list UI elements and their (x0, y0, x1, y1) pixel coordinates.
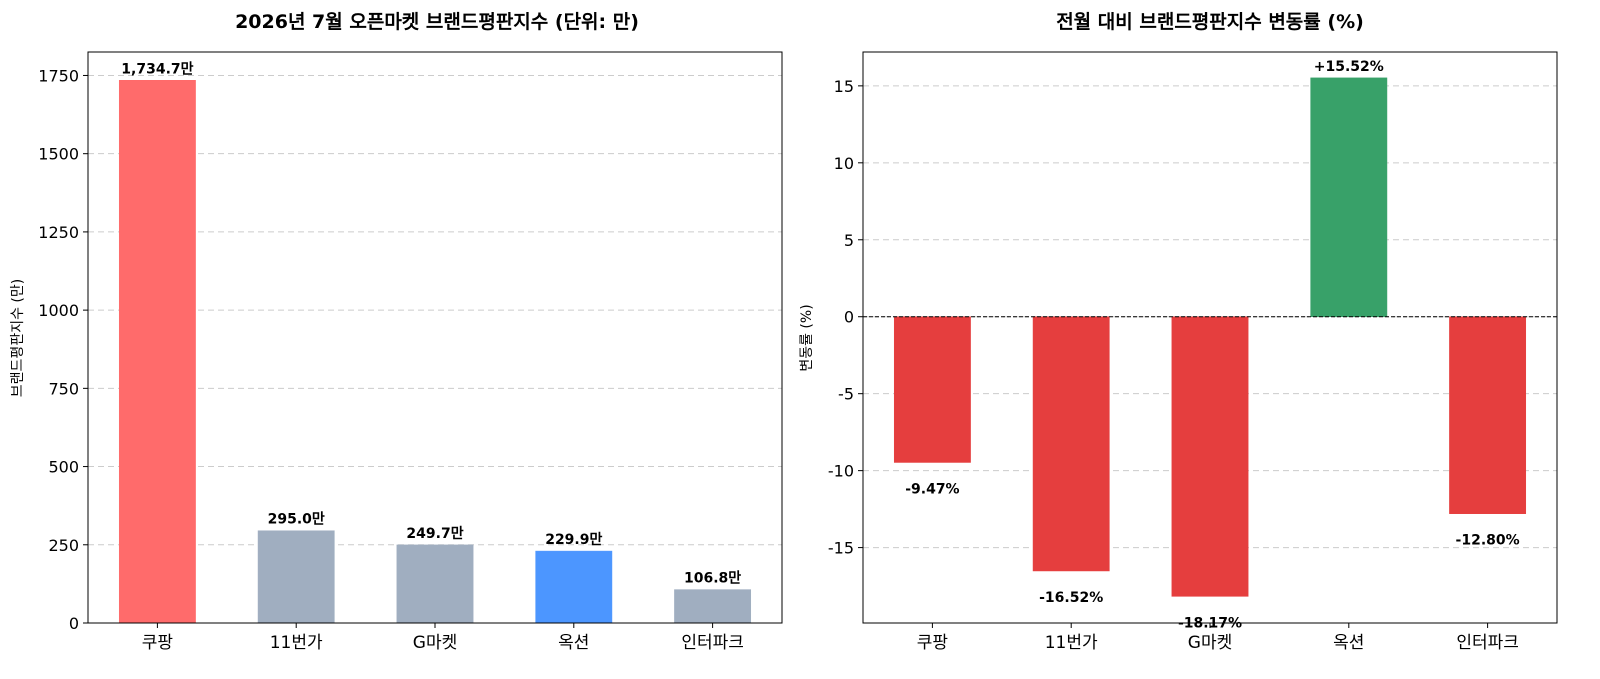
y-tick-label: 1500 (38, 145, 79, 164)
y-tick-label: -5 (838, 385, 854, 404)
bar-g마켓 (1171, 316, 1249, 597)
bar-옥션 (535, 550, 613, 624)
x-axis: 쿠팡 11번가 G마켓 옥션 인터파크 (142, 623, 744, 653)
bar-쿠팡 (118, 80, 196, 624)
data-label: -9.47% (905, 481, 959, 497)
data-label: 1,734.7만 (121, 61, 193, 77)
y-tick-label: 1750 (38, 66, 79, 85)
bar-11번가 (257, 530, 335, 624)
x-tick-label: 인터파크 (1456, 633, 1519, 653)
bar-인터파크 (1449, 316, 1527, 514)
data-label: -12.80% (1456, 533, 1520, 549)
value-labels: 1,734.7만 295.0만 249.7만 229.9만 106.8만 (121, 61, 741, 586)
y-tick-label: 750 (48, 379, 79, 398)
y-axis: 0 250 500 750 1000 1250 1500 1750 (38, 66, 88, 633)
data-label: 229.9만 (545, 532, 602, 548)
data-label: -16.52% (1039, 590, 1103, 606)
x-tick-label: 11번가 (1045, 633, 1098, 653)
y-tick-label: 1250 (38, 223, 79, 242)
y-axis-label: 변동률 (%) (799, 304, 815, 371)
x-tick-label: 옥션 (1333, 633, 1364, 653)
x-tick-label: 쿠팡 (917, 633, 949, 653)
y-tick-label: 0 (844, 308, 854, 327)
y-tick-label: 15 (834, 77, 854, 96)
x-tick-label: 11번가 (270, 633, 323, 653)
change-rate-chart: 전월 대비 브랜드평판지수 변동률 (%) -9.47%-16.52%-18.1… (799, 11, 1558, 653)
bar-g마켓 (396, 544, 474, 624)
y-tick-label: 0 (69, 614, 79, 633)
y-tick-label: -15 (828, 539, 854, 558)
y-tick-label: 250 (48, 536, 79, 555)
x-tick-label: 쿠팡 (142, 633, 174, 653)
x-tick-label: 옥션 (558, 633, 589, 653)
y-tick-label: 500 (48, 458, 79, 477)
chart-title: 전월 대비 브랜드평판지수 변동률 (%) (1056, 11, 1364, 33)
brand-index-chart: 2026년 7월 오픈마켓 브랜드평판지수 (단위: 만) 1,734.7만 29… (10, 11, 783, 653)
bar-인터파크 (674, 589, 752, 624)
bar-쿠팡 (893, 316, 971, 463)
bar-11번가 (1032, 316, 1110, 572)
y-tick-label: 10 (834, 154, 854, 173)
x-tick-label: G마켓 (1188, 633, 1232, 653)
y-axis-label: 브랜드평판지수 (만) (10, 279, 26, 397)
y-tick-label: -10 (828, 462, 854, 481)
data-label: +15.52% (1314, 59, 1384, 75)
x-axis: 쿠팡 11번가 G마켓 옥션 인터파크 (917, 623, 1519, 653)
data-label: 295.0만 (268, 512, 325, 528)
data-label: 106.8만 (684, 571, 741, 587)
chart-title: 2026년 7월 오픈마켓 브랜드평판지수 (단위: 만) (235, 11, 639, 33)
y-tick-label: 1000 (38, 301, 79, 320)
bars (893, 77, 1527, 597)
x-tick-label: G마켓 (413, 633, 457, 653)
y-axis: -15 -10 -5 0 5 10 15 (828, 77, 863, 558)
bar-옥션 (1310, 77, 1388, 317)
data-label: 249.7만 (406, 526, 463, 542)
y-tick-label: 5 (844, 231, 854, 250)
x-tick-label: 인터파크 (681, 633, 744, 653)
bars (118, 80, 752, 624)
